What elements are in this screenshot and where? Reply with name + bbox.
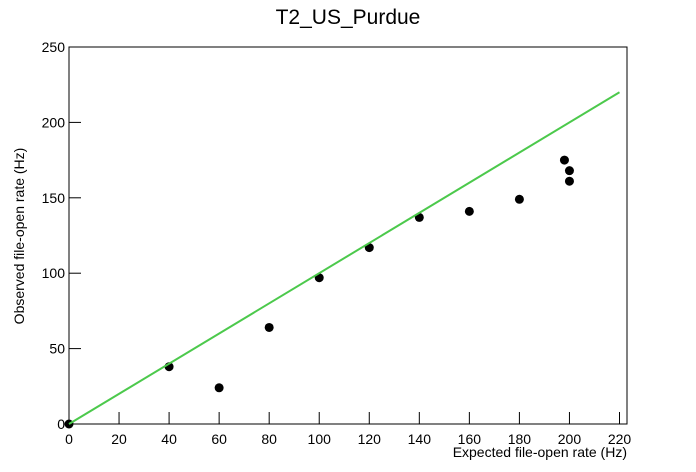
y-tick-label: 50: [49, 341, 65, 357]
chart-title: T2_US_Purdue: [276, 6, 421, 29]
x-tick-label: 80: [261, 431, 277, 447]
x-axis-label: Expected file-open rate (Hz): [453, 444, 627, 460]
y-tick-label: 150: [42, 190, 66, 206]
x-tick-label: 220: [608, 431, 632, 447]
x-tick-label: 60: [211, 431, 227, 447]
y-tick-label: 250: [42, 39, 66, 55]
x-tick-label: 140: [408, 431, 432, 447]
data-point: [559, 155, 569, 165]
y-tick-label: 200: [42, 114, 66, 130]
y-axis-label: Observed file-open rate (Hz): [11, 148, 27, 325]
data-point: [264, 322, 274, 332]
reference-line: [68, 91, 621, 425]
y-tick-label: 100: [42, 265, 66, 281]
x-tick-label: 160: [458, 431, 482, 447]
x-tick-label: 120: [358, 431, 382, 447]
x-tick-label: 200: [558, 431, 582, 447]
data-point: [564, 176, 574, 186]
y-tick-label: 0: [57, 416, 65, 432]
x-tick-label: 20: [111, 431, 127, 447]
data-point: [214, 383, 224, 393]
x-tick-label: 180: [508, 431, 532, 447]
x-tick-label: 100: [308, 431, 332, 447]
plot-frame: [68, 46, 628, 425]
data-point: [514, 194, 524, 204]
x-tick-label: 40: [161, 431, 177, 447]
data-point: [564, 166, 574, 176]
x-tick-label: 0: [65, 431, 73, 447]
data-point: [464, 206, 474, 216]
